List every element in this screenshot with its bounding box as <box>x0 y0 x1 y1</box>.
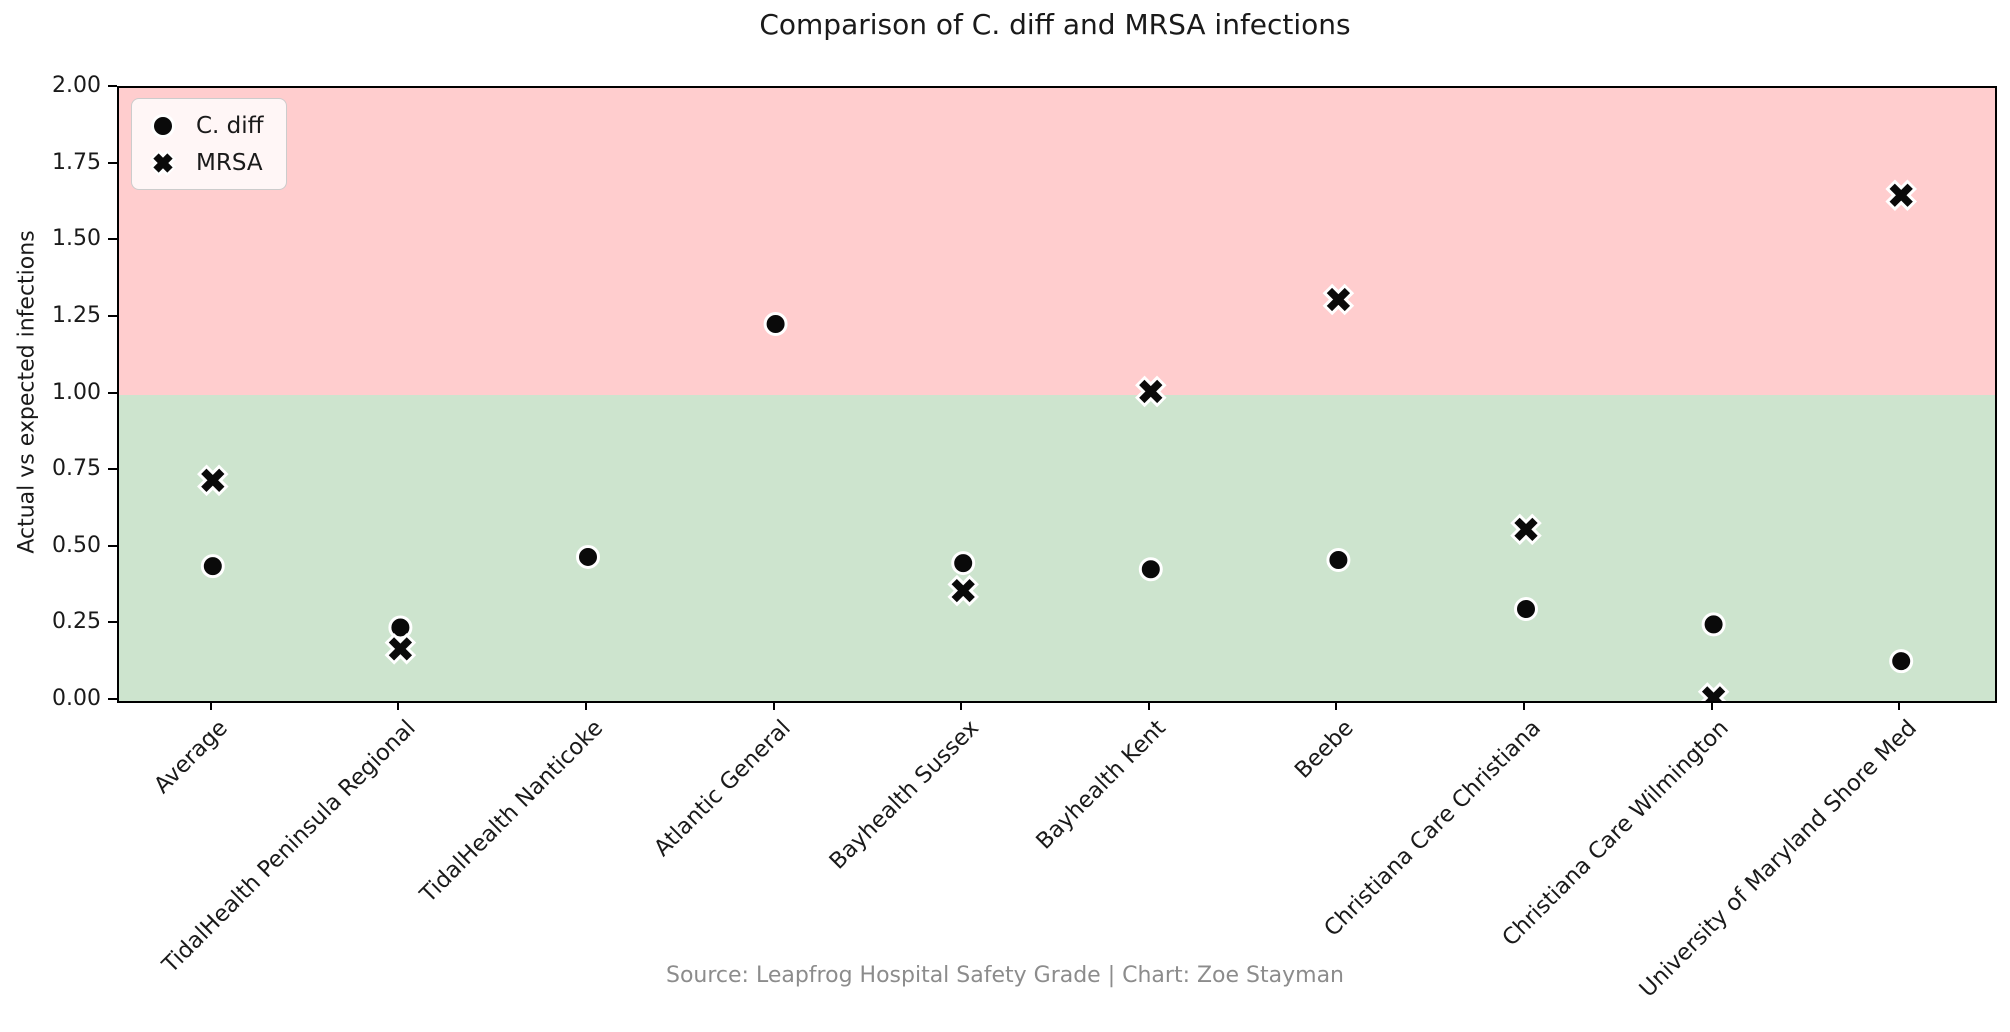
band-1-2 <box>119 88 1995 395</box>
y-tick-label: 0.50 <box>52 532 101 558</box>
x-tick-label-bayhealth-sussex: Bayhealth Sussex <box>824 715 984 875</box>
y-tick-label: 1.50 <box>52 226 101 252</box>
chart-title: Comparison of C. diff and MRSA infection… <box>759 8 1351 41</box>
y-tick-mark <box>108 85 117 87</box>
y-tick-mark <box>108 468 117 471</box>
x-tick-mark <box>1335 701 1338 710</box>
x-tick-mark <box>960 701 963 710</box>
legend-item-cdiff: C. diff <box>146 107 264 144</box>
x-tick-label-bayhealth-kent: Bayhealth Kent <box>1031 715 1172 855</box>
marker-c-diff-christiana-care-christiana <box>1514 597 1538 622</box>
x-tick-mark <box>397 701 400 710</box>
x-tick-mark <box>209 701 212 710</box>
marker-c-diff-beebe <box>1326 548 1351 573</box>
legend: C. diff MRSA <box>131 98 287 190</box>
y-tick-label: 0.00 <box>52 686 101 711</box>
y-tick-label: 2.00 <box>52 73 101 98</box>
x-tick-label-atlantic-general: Atlantic General <box>649 715 796 862</box>
y-tick-mark <box>108 544 117 547</box>
x-tick-label-average: Average <box>149 715 234 799</box>
marker-mrsa-average <box>197 464 229 497</box>
circle-marker-icon <box>151 113 175 138</box>
x-tick-mark <box>585 701 587 710</box>
legend-label-cdiff: C. diff <box>196 112 264 139</box>
x-tick-mark <box>1523 701 1525 710</box>
marker-c-diff-bayhealth-sussex <box>951 551 976 576</box>
x-tick-label-tidalhealth-nanticoke: TidalHealth Nanticoke <box>415 715 609 908</box>
x-marker-icon <box>149 149 177 176</box>
marker-c-diff-bayhealth-kent <box>1138 557 1163 582</box>
plot-area <box>117 86 1997 703</box>
x-tick-mark <box>1898 701 1901 710</box>
legend-label-mrsa: MRSA <box>196 149 263 176</box>
marker-c-diff-university-of-maryland-shore-med <box>1889 649 1914 674</box>
marker-c-diff-tidalhealth-nanticoke <box>576 544 600 569</box>
y-tick-mark <box>108 238 117 241</box>
marker-mrsa-bayhealth-sussex <box>947 574 979 607</box>
marker-mrsa-university-of-maryland-shore-med <box>1885 179 1917 212</box>
marker-mrsa-christiana-care-christiana <box>1510 513 1542 546</box>
marker-c-diff-tidalhealth-peninsula-regional <box>388 615 413 640</box>
y-tick-label: 1.25 <box>52 302 101 328</box>
y-tick-mark <box>108 698 117 700</box>
x-tick-mark <box>1710 701 1713 710</box>
band-0-1 <box>119 394 1995 701</box>
marker-c-diff-atlantic-general <box>763 312 788 337</box>
y-tick-label: 0.75 <box>52 456 101 482</box>
marker-mrsa-christiana-care-wilmington <box>1697 682 1730 701</box>
x-tick-label-christiana-care-wilmington: Christiana Care Wilmington <box>1497 715 1734 952</box>
y-tick-label: 1.00 <box>52 379 101 405</box>
y-tick-mark <box>108 391 117 394</box>
marker-mrsa-tidalhealth-peninsula-regional <box>384 633 417 665</box>
x-tick-mark <box>772 701 775 710</box>
x-tick-label-beebe: Beebe <box>1290 715 1359 784</box>
y-tick-label: 1.75 <box>52 149 101 175</box>
marker-layer <box>197 179 1917 701</box>
legend-item-mrsa: MRSA <box>146 144 264 181</box>
source-caption: Source: Leapfrog Hospital Safety Grade |… <box>665 963 1344 988</box>
marker-c-diff-christiana-care-wilmington <box>1701 612 1726 637</box>
y-tick-label: 0.25 <box>52 609 101 635</box>
marker-mrsa-bayhealth-kent <box>1135 375 1167 408</box>
marker-mrsa-beebe <box>1322 283 1355 316</box>
y-tick-mark <box>108 161 117 164</box>
x-tick-mark <box>1147 701 1150 710</box>
x-tick-label-christiana-care-christiana: Christiana Care Christiana <box>1319 715 1547 942</box>
y-tick-mark <box>108 314 117 317</box>
marker-c-diff-average <box>200 554 225 579</box>
y-tick-mark <box>108 621 117 624</box>
